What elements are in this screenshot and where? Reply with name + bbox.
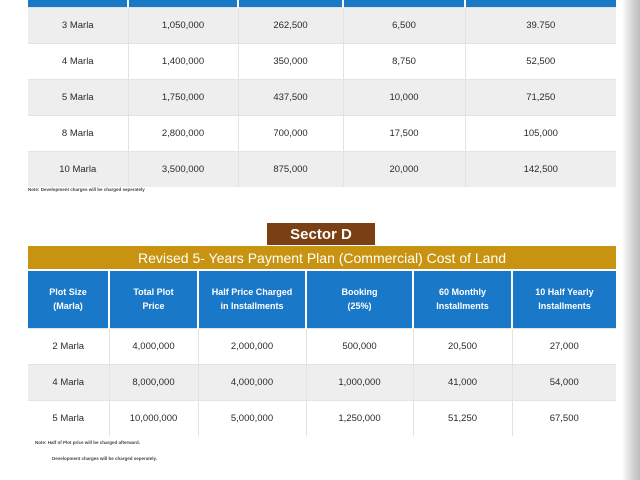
table-cell: 1,400,000 bbox=[127, 42, 238, 79]
table-cell: 6,500 bbox=[342, 6, 465, 43]
table-cell: 52,500 bbox=[464, 42, 616, 79]
table-row: 4 Marla 8,000,000 4,000,000 1,000,000 41… bbox=[28, 363, 616, 400]
table-cell: 262,500 bbox=[237, 6, 343, 43]
table-row: 3 Marla 1,050,000 262,500 6,500 39.750 bbox=[28, 6, 616, 43]
table-cell: 27,000 bbox=[511, 327, 616, 364]
table-cell: 4,000,000 bbox=[108, 327, 198, 364]
table-cell: 8,750 bbox=[342, 42, 465, 79]
table-cell: 1,750,000 bbox=[127, 78, 238, 115]
table-cell: 500,000 bbox=[305, 327, 413, 364]
column-header-half-price: Half Price Charged in Installments bbox=[197, 271, 306, 328]
table-cell: 4 Marla bbox=[28, 363, 109, 400]
table-row: 5 Marla 1,750,000 437,500 10,000 71,250 bbox=[28, 78, 616, 115]
table-cell: 2 Marla bbox=[28, 327, 109, 364]
table-cell: 20,000 bbox=[342, 150, 465, 187]
table-header-row: Plot Size (Marla) Total Plot Price Half Pr… bbox=[28, 271, 616, 328]
table-cell: 105,000 bbox=[464, 114, 616, 151]
table-cell: 1,050,000 bbox=[127, 6, 238, 43]
table-cell: 17,500 bbox=[342, 114, 465, 151]
table-cell: 10 Marla bbox=[28, 150, 128, 187]
column-header-total-price: Total Plot Price bbox=[108, 271, 198, 328]
table-cell: 8 Marla bbox=[28, 114, 128, 151]
development-charges-note-2: Development charges will be charged sepe… bbox=[52, 456, 157, 461]
table-cell: 2,000,000 bbox=[197, 327, 306, 364]
table-cell: 4 Marla bbox=[28, 42, 128, 79]
table-cell: 67,500 bbox=[511, 399, 616, 436]
payment-plan-table: Plot Size (Marla) Total Plot Price Half Pr… bbox=[28, 271, 616, 436]
table-row: 10 Marla 3,500,000 875,000 20,000 142,50… bbox=[28, 150, 616, 187]
table-cell: 5 Marla bbox=[28, 399, 109, 436]
table-cell: 41,000 bbox=[412, 363, 512, 400]
table-cell: 3 Marla bbox=[28, 6, 128, 43]
table-cell: 5 Marla bbox=[28, 78, 128, 115]
table-cell: 20,500 bbox=[412, 327, 512, 364]
development-charges-note: Note: Development charges will be charge… bbox=[28, 187, 145, 192]
table-cell: 350,000 bbox=[237, 42, 343, 79]
table-cell: 437,500 bbox=[237, 78, 343, 115]
table-row: 4 Marla 1,400,000 350,000 8,750 52,500 bbox=[28, 42, 616, 79]
plot-price-note: Note: Half of Plot price will be charged… bbox=[35, 440, 141, 445]
table-cell: 71,250 bbox=[464, 78, 616, 115]
table-cell: 875,000 bbox=[237, 150, 343, 187]
table-cell: 8,000,000 bbox=[108, 363, 198, 400]
table-cell: 10,000 bbox=[342, 78, 465, 115]
table-cell: 5,000,000 bbox=[197, 399, 306, 436]
screen-edge-shadow bbox=[622, 0, 640, 480]
table-cell: 2,800,000 bbox=[127, 114, 238, 151]
column-header-booking: Booking (25%) bbox=[305, 271, 413, 328]
table-cell: 51,250 bbox=[412, 399, 512, 436]
table-row: 2 Marla 4,000,000 2,000,000 500,000 20,5… bbox=[28, 327, 616, 364]
table-cell: 700,000 bbox=[237, 114, 343, 151]
table-cell: 54,000 bbox=[511, 363, 616, 400]
price-table-continued: 3 Marla 1,050,000 262,500 6,500 39.750 4… bbox=[28, 0, 616, 187]
column-header-half-yearly: 10 Half Yearly Installments bbox=[511, 271, 616, 328]
table-cell: 1,250,000 bbox=[305, 399, 413, 436]
table-cell: 1,000,000 bbox=[305, 363, 413, 400]
table-cell: 3,500,000 bbox=[127, 150, 238, 187]
column-header-monthly: 60 Monthly Installments bbox=[412, 271, 512, 328]
table-cell: 4,000,000 bbox=[197, 363, 306, 400]
table-cell: 10,000,000 bbox=[108, 399, 198, 436]
table-row: 8 Marla 2,800,000 700,000 17,500 105,000 bbox=[28, 114, 616, 151]
sector-label: Sector D bbox=[267, 223, 375, 245]
table-cell: 39.750 bbox=[464, 6, 616, 43]
table-cell: 142,500 bbox=[464, 150, 616, 187]
table-row: 5 Marla 10,000,000 5,000,000 1,250,000 5… bbox=[28, 399, 616, 436]
table-header-strip bbox=[28, 0, 616, 7]
payment-plan-title: Revised 5- Years Payment Plan (Commercia… bbox=[28, 245, 616, 269]
column-header-plot-size: Plot Size (Marla) bbox=[28, 271, 109, 328]
